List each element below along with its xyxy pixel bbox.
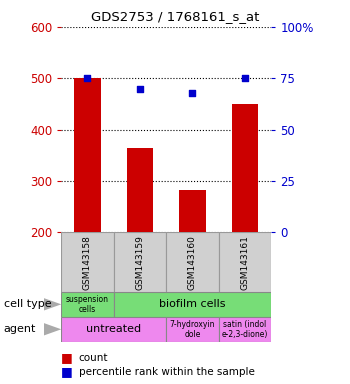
Bar: [166, 317, 219, 342]
Bar: [232, 104, 258, 232]
Text: GSM143161: GSM143161: [240, 235, 250, 290]
Bar: [61, 292, 114, 317]
Point: [85, 75, 90, 81]
Bar: [219, 232, 271, 292]
Bar: [114, 292, 271, 317]
Point: [190, 89, 195, 96]
Text: suspension
cells: suspension cells: [66, 295, 109, 314]
Bar: [74, 78, 100, 232]
Bar: [166, 232, 219, 292]
Bar: [127, 147, 153, 232]
Bar: [219, 317, 271, 342]
Text: percentile rank within the sample: percentile rank within the sample: [79, 367, 255, 377]
Text: cell type: cell type: [4, 299, 51, 310]
Point: [137, 85, 143, 91]
Bar: [179, 190, 205, 232]
Polygon shape: [44, 323, 61, 336]
Bar: [114, 232, 166, 292]
Text: GDS2753 / 1768161_s_at: GDS2753 / 1768161_s_at: [91, 10, 259, 23]
Text: 7-hydroxyin
dole: 7-hydroxyin dole: [170, 319, 215, 339]
Bar: [61, 232, 114, 292]
Text: untreated: untreated: [86, 324, 141, 334]
Point: [242, 75, 248, 81]
Text: ■: ■: [61, 351, 73, 364]
Text: count: count: [79, 353, 108, 363]
Text: agent: agent: [4, 324, 36, 334]
Text: GSM143158: GSM143158: [83, 235, 92, 290]
Text: GSM143159: GSM143159: [135, 235, 145, 290]
Text: satin (indol
e-2,3-dione): satin (indol e-2,3-dione): [222, 319, 268, 339]
Text: GSM143160: GSM143160: [188, 235, 197, 290]
Bar: [61, 317, 166, 342]
Text: ■: ■: [61, 365, 73, 378]
Text: biofilm cells: biofilm cells: [159, 299, 226, 310]
Polygon shape: [44, 298, 61, 311]
